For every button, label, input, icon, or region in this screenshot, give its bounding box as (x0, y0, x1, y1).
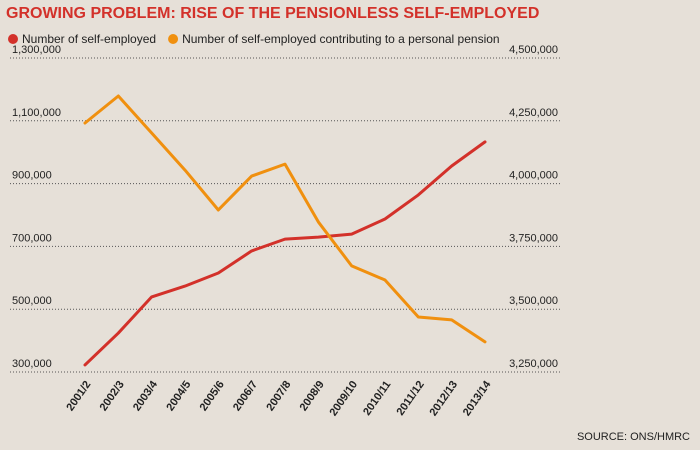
y-tick-label: 700,000 (12, 232, 52, 244)
legend-marker (168, 34, 179, 44)
y-tick-label: 500,000 (12, 295, 52, 307)
source: SOURCE: ONS/HMRC (577, 431, 690, 443)
y2-tick-label: 4,250,000 (509, 107, 558, 119)
y2-tick-label: 4,000,000 (509, 170, 558, 182)
y-tick-label: 300,000 (12, 358, 52, 370)
y-tick-label: 1,300,000 (12, 44, 61, 56)
y2-tick-label: 3,750,000 (509, 232, 558, 244)
legend-marker (8, 34, 18, 44)
series-line (83, 140, 487, 367)
chart-title: GROWING PROBLEM: RISE OF THE PENSIONLESS… (6, 5, 539, 22)
legend-label: Number of self-employed (22, 32, 156, 46)
y2-tick-label: 3,500,000 (509, 295, 558, 307)
y2-tick-label: 3,250,000 (509, 358, 558, 370)
series-line (83, 94, 487, 344)
legend-label: Number of self-employed contributing to … (182, 32, 500, 46)
y2-tick-label: 4,500,000 (509, 44, 558, 56)
y-tick-label: 900,000 (12, 170, 52, 182)
y-tick-label: 1,100,000 (12, 107, 61, 119)
